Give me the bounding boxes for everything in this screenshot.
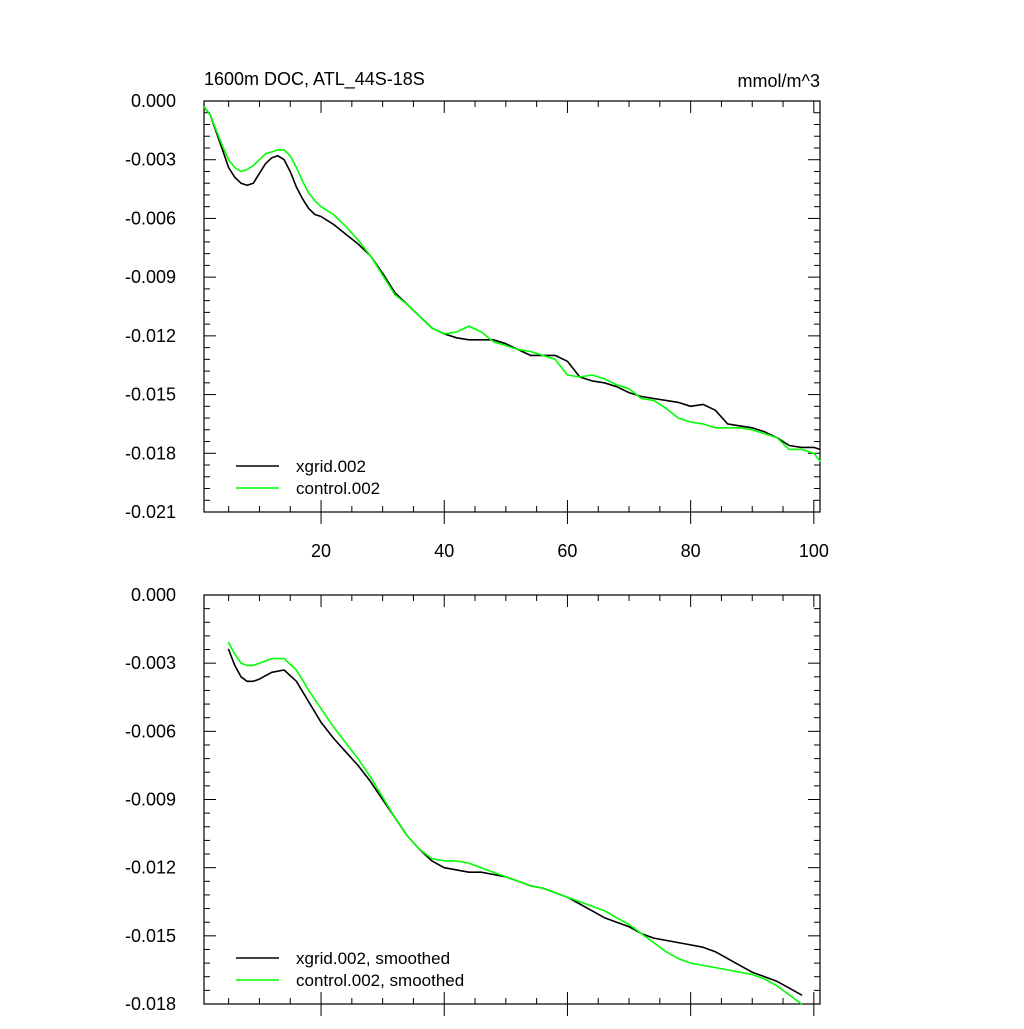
y-tick-label: -0.015 — [125, 926, 176, 946]
chart-title: 1600m DOC, ATL_44S-18S — [204, 69, 425, 90]
x-tick-label: 80 — [681, 541, 701, 561]
series-line-1 — [203, 106, 821, 451]
y-tick-label: -0.009 — [125, 267, 176, 287]
legend-label-2: control.002, smoothed — [296, 971, 464, 990]
units-label: mmol/m^3 — [738, 71, 820, 91]
legend-label-2: control.002 — [296, 479, 380, 498]
plot-panel-2: 0.000 -0.003 -0.006 -0.009 -0.012 -0.015 -0.01… — [125, 585, 821, 1016]
plot-frame — [203, 100, 821, 513]
legend-label-1: xgrid.002, smoothed — [296, 949, 450, 968]
y-tick-label: -0.012 — [125, 858, 176, 878]
series-line-1 — [227, 648, 803, 996]
legend-label-1: xgrid.002 — [296, 457, 366, 476]
series-line-2 — [203, 106, 821, 462]
y-tick-label: -0.006 — [125, 721, 176, 741]
y-tick-label: -0.006 — [125, 208, 176, 228]
x-tick-label: 40 — [434, 541, 454, 561]
x-tick-label: 20 — [311, 541, 331, 561]
series-line-2 — [227, 641, 803, 1005]
y-tick-label: -0.021 — [125, 502, 176, 522]
y-tick-label: -0.003 — [125, 150, 176, 170]
plot-frame — [203, 594, 821, 1005]
y-tick-label: -0.018 — [125, 994, 176, 1014]
y-tick-label: -0.018 — [125, 443, 176, 463]
y-tick-label: -0.003 — [125, 653, 176, 673]
y-tick-label: 0.000 — [131, 91, 176, 111]
y-tick-label: -0.009 — [125, 790, 176, 810]
y-tick-label: 0.000 — [131, 585, 176, 605]
x-tick-label: 60 — [557, 541, 577, 561]
y-tick-label: -0.012 — [125, 326, 176, 346]
y-tick-label: -0.015 — [125, 385, 176, 405]
plot-panel-1: 0.000 -0.003 -0.006 -0.009 -0.012 -0.015 -0.01… — [125, 69, 829, 561]
x-tick-label: 100 — [799, 541, 829, 561]
